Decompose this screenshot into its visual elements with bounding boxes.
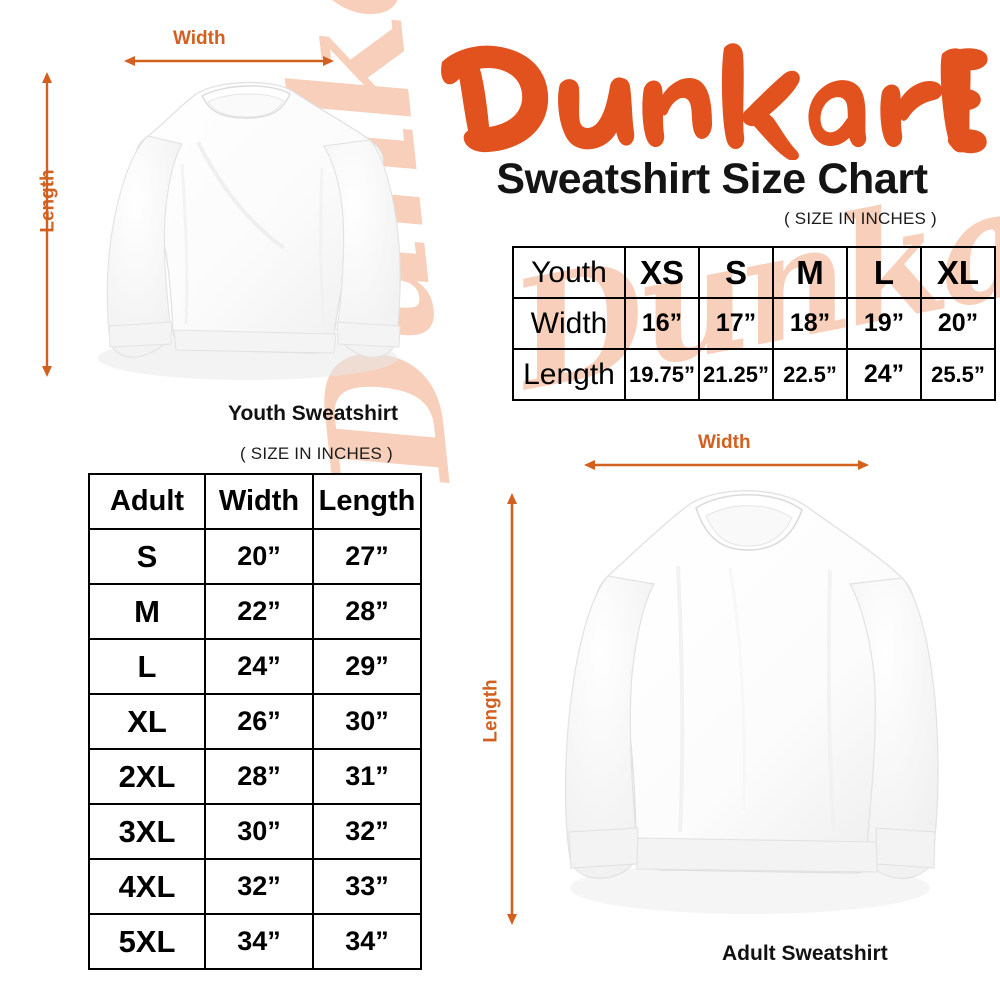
youth-width-s: 17” [698, 297, 774, 350]
youth-length-s: 21.25” [698, 348, 774, 401]
brand-logo [432, 28, 990, 160]
adult-size-xl: XL [88, 693, 206, 750]
table-row: Length 19.75” 21.25” 22.5” 24” 25.5” [512, 348, 996, 401]
adult-width-arrow-icon [584, 460, 869, 470]
youth-size-s: S [698, 246, 774, 299]
adult-length-s: 27” [312, 528, 422, 585]
adult-size-l: L [88, 638, 206, 695]
adult-length-2xl: 31” [312, 748, 422, 805]
youth-sweatshirt-image [78, 72, 408, 397]
adult-size-2xl: 2XL [88, 748, 206, 805]
table-row: 3XL 30” 32” [88, 803, 422, 860]
adult-width-3xl: 30” [204, 803, 314, 860]
youth-length-xs: 19.75” [624, 348, 700, 401]
adult-size-m: M [88, 583, 206, 640]
adult-size-s: S [88, 528, 206, 585]
adult-width-s: 20” [204, 528, 314, 585]
youth-width-arrow-icon [124, 56, 334, 66]
youth-size-table: Youth XS S M L XL Width 16” 17” 18” 19” … [512, 246, 996, 401]
table-row: Youth XS S M L XL [512, 246, 996, 299]
adult-length-label: Length [480, 679, 502, 743]
youth-width-xl: 20” [920, 297, 996, 350]
youth-sweatshirt-caption: Youth Sweatshirt [228, 402, 398, 425]
adult-width-2xl: 28” [204, 748, 314, 805]
youth-width-header: Width [512, 297, 626, 350]
youth-length-l: 24” [846, 348, 922, 401]
adult-col-header-width: Width [204, 473, 314, 530]
adult-sweatshirt-image [540, 480, 950, 925]
table-row: 2XL 28” 31” [88, 748, 422, 805]
adult-size-3xl: 3XL [88, 803, 206, 860]
table-row: M 22” 28” [88, 583, 422, 640]
adult-size-table: Adult Width Length S 20” 27” M 22” 28” L… [88, 473, 422, 970]
adult-col-header-length: Length [312, 473, 422, 530]
table-row: Width 16” 17” 18” 19” 20” [512, 297, 996, 350]
adult-sweatshirt-caption: Adult Sweatshirt [722, 942, 888, 965]
youth-size-xl: XL [920, 246, 996, 299]
adult-size-note: ( SIZE IN INCHES ) [240, 444, 393, 463]
youth-size-note: ( SIZE IN INCHES ) [784, 209, 937, 228]
adult-size-5xl: 5XL [88, 913, 206, 970]
adult-length-l: 29” [312, 638, 422, 695]
adult-size-4xl: 4XL [88, 858, 206, 915]
adult-length-3xl: 32” [312, 803, 422, 860]
youth-length-header: Length [512, 348, 626, 401]
adult-width-4xl: 32” [204, 858, 314, 915]
adult-width-label: Width [698, 432, 751, 453]
table-row: L 24” 29” [88, 638, 422, 695]
youth-length-m: 22.5” [772, 348, 848, 401]
table-row: S 20” 27” [88, 528, 422, 585]
youth-width-xs: 16” [624, 297, 700, 350]
adult-length-xl: 30” [312, 693, 422, 750]
table-row: 5XL 34” 34” [88, 913, 422, 970]
adult-length-m: 28” [312, 583, 422, 640]
adult-width-xl: 26” [204, 693, 314, 750]
table-row: Adult Width Length [88, 473, 422, 530]
table-row: XL 26” 30” [88, 693, 422, 750]
youth-width-l: 19” [846, 297, 922, 350]
adult-width-5xl: 34” [204, 913, 314, 970]
youth-length-arrow-icon [42, 72, 52, 377]
adult-length-4xl: 33” [312, 858, 422, 915]
youth-width-label: Width [173, 28, 226, 49]
youth-row-header: Youth [512, 246, 626, 299]
youth-size-l: L [846, 246, 922, 299]
page-title: Sweatshirt Size Chart [496, 155, 928, 203]
adult-length-5xl: 34” [312, 913, 422, 970]
adult-length-arrow-icon [507, 493, 517, 925]
youth-length-xl: 25.5” [920, 348, 996, 401]
adult-width-l: 24” [204, 638, 314, 695]
table-row: 4XL 32” 33” [88, 858, 422, 915]
adult-width-m: 22” [204, 583, 314, 640]
youth-width-m: 18” [772, 297, 848, 350]
youth-size-m: M [772, 246, 848, 299]
youth-size-xs: XS [624, 246, 700, 299]
adult-col-header-size: Adult [88, 473, 206, 530]
